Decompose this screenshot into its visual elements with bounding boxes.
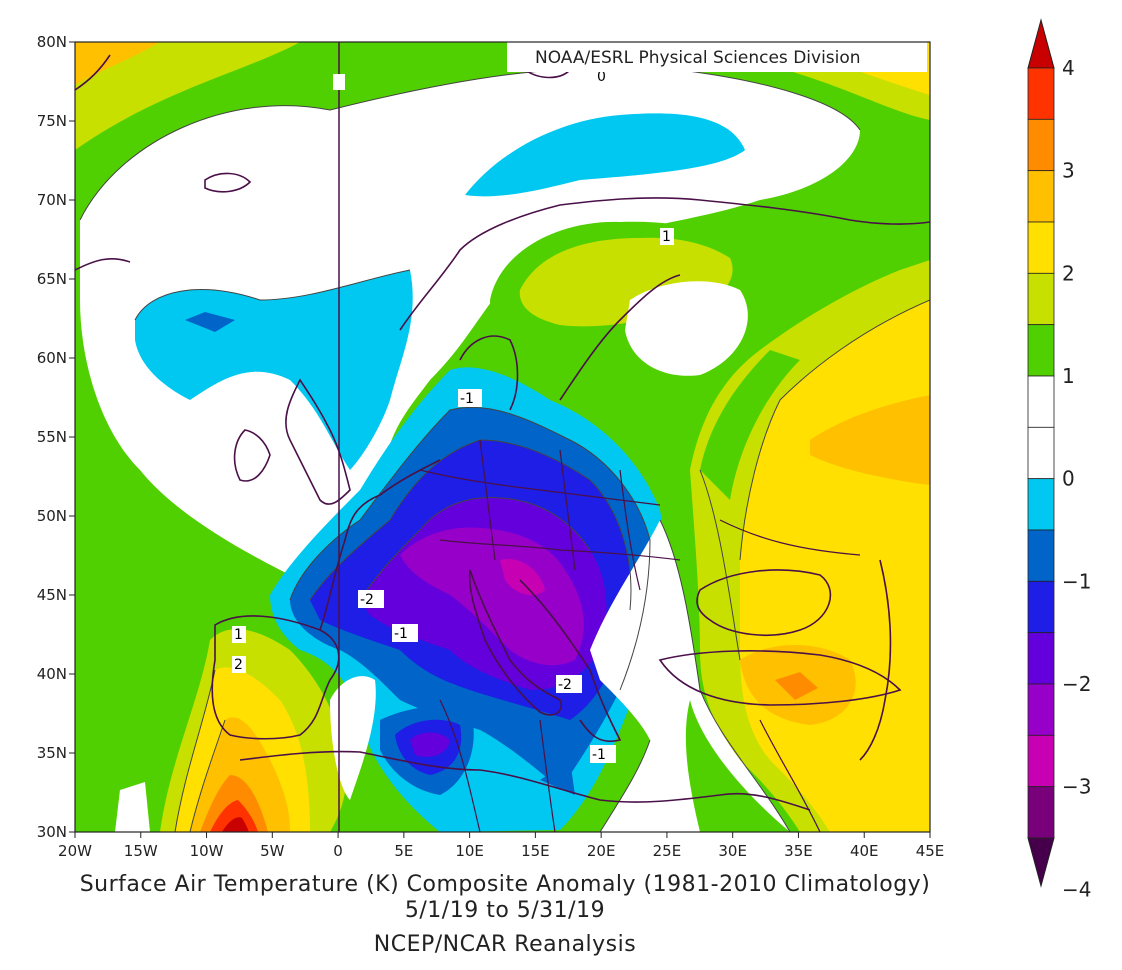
data-source: NCEP/NCAR Reanalysis — [373, 932, 637, 957]
colorbar-segment — [1027, 272, 1055, 326]
colorbar-segment — [1027, 683, 1055, 736]
lon-label: 5W — [260, 842, 285, 860]
lon-label: 15E — [521, 842, 550, 860]
colorbar-segment — [1027, 632, 1055, 685]
contour-lines — [79, 66, 930, 832]
latitude-axis: 80N 75N 70N 65N 60N 55N 50N 45N 40N 35N 30N — [37, 33, 75, 841]
colorbar-label: 4 — [1062, 56, 1075, 80]
longitude-axis: 20W 15W 10W 5W 0 5E 10E 15E 20E 25E 30E 35E 40E 45E — [58, 832, 944, 860]
lon-label: 30E — [718, 842, 747, 860]
lon-label: 15W — [124, 842, 158, 860]
lon-label: 25E — [653, 842, 682, 860]
lat-label: 80N — [37, 33, 67, 51]
colorbar-segment — [1027, 375, 1055, 428]
contour-label-group: -1 -2 -1 -2 -1 1 1 2 0 — [232, 68, 674, 763]
contour-label: -1 — [592, 747, 606, 763]
colorbar-label: −2 — [1062, 672, 1091, 696]
lon-label: 20W — [58, 842, 92, 860]
contour-label: 1 — [234, 627, 243, 643]
lon-label: 0 — [333, 842, 343, 860]
colorbar-segment — [1027, 478, 1055, 531]
anomaly-field: -1 -2 -1 -2 -1 1 1 2 0 NOAA/ESRL Physica… — [75, 42, 930, 832]
lat-label: 75N — [37, 112, 67, 130]
figure-title: Surface Air Temperature (K) Composite An… — [79, 872, 931, 897]
lon-label: 10W — [190, 842, 224, 860]
colorbar-bottom-arrow — [1027, 837, 1055, 888]
colorbar-label: −4 — [1062, 877, 1091, 901]
credit-text: NOAA/ESRL Physical Sciences Division — [535, 48, 861, 68]
colorbar-label: 0 — [1062, 467, 1075, 491]
lat-label: 60N — [37, 349, 67, 367]
lon-label: 5E — [394, 842, 413, 860]
colorbar-segment — [1027, 170, 1055, 223]
colorbar-label: −1 — [1062, 569, 1091, 593]
contour-label: -1 — [394, 626, 408, 642]
lat-label: 35N — [37, 744, 67, 762]
colorbar: 4 3 2 1 0 −1 −2 −3 −4 — [1027, 18, 1091, 901]
lon-label: 10E — [455, 842, 484, 860]
colorbar-label: 1 — [1062, 364, 1075, 388]
lat-label: 30N — [37, 823, 67, 841]
lon-label: 40E — [850, 842, 879, 860]
contour-label: -1 — [460, 391, 474, 407]
date-range: 5/1/19 to 5/31/19 — [404, 898, 606, 923]
contour-label: 0 — [597, 69, 606, 85]
contour-label: -2 — [558, 677, 572, 693]
colorbar-segment — [1027, 426, 1055, 480]
lat-label: 55N — [37, 428, 67, 446]
lat-label: 50N — [37, 507, 67, 525]
colorbar-segment — [1027, 67, 1055, 120]
colorbar-segment — [1027, 734, 1055, 788]
colorbar-top-arrow — [1027, 18, 1055, 69]
colorbar-segment — [1027, 786, 1055, 839]
lat-label: 65N — [37, 270, 67, 288]
colorbar-label: −3 — [1062, 775, 1091, 799]
colorbar-segment — [1027, 118, 1055, 172]
colorbar-segment — [1027, 324, 1055, 377]
lat-label: 45N — [37, 586, 67, 604]
colorbar-segment — [1027, 580, 1055, 634]
lon-label: 45E — [916, 842, 945, 860]
colorbar-segment — [1027, 529, 1055, 582]
colorbar-label: 3 — [1062, 159, 1075, 183]
coastlines — [75, 48, 930, 832]
lat-label: 40N — [37, 665, 67, 683]
lon-label: 35E — [784, 842, 813, 860]
contour-label: 2 — [234, 657, 243, 673]
contour-label: 1 — [662, 229, 671, 245]
lon-label: 20E — [587, 842, 616, 860]
contour-label: -2 — [360, 592, 374, 608]
colorbar-segment — [1027, 221, 1055, 274]
lat-label: 70N — [37, 191, 67, 209]
colorbar-label: 2 — [1062, 261, 1075, 285]
